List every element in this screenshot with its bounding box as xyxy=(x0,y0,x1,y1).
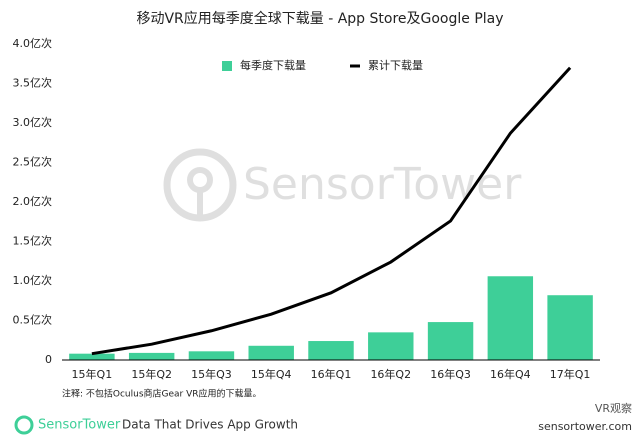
footer-tagline: Data That Drives App Growth xyxy=(122,418,298,432)
x-tick-label: 15年Q1 xyxy=(72,367,113,381)
line xyxy=(91,66,572,356)
y-tick-label: 2.0亿次 xyxy=(13,194,53,208)
x-tick-label: 15年Q3 xyxy=(191,367,232,381)
y-tick-label: 4.0亿次 xyxy=(13,36,53,50)
bar xyxy=(188,351,235,360)
footer-logo xyxy=(14,415,34,435)
x-tick-label: 16年Q1 xyxy=(311,367,352,381)
y-tick-label: 1.0亿次 xyxy=(13,273,53,287)
bar xyxy=(69,353,115,360)
legend-label: 累计下载量 xyxy=(368,59,423,72)
watermark-logo xyxy=(163,148,237,222)
footer-brand: SensorTower xyxy=(38,418,121,433)
y-tick-label: 0.5亿次 xyxy=(13,313,53,327)
footer-badge: VR观察 xyxy=(595,401,632,415)
bar xyxy=(128,352,175,360)
bar xyxy=(368,332,414,360)
footer-site: sensortower.com xyxy=(538,420,632,433)
x-tick-label: 15年Q2 xyxy=(131,367,172,381)
x-tick-label: 16年Q4 xyxy=(490,367,531,381)
bar xyxy=(547,295,593,360)
bar xyxy=(487,276,534,360)
y-tick-label: 3.5亿次 xyxy=(13,76,53,90)
footnote: 注释: 不包括Oculus商店Gear VR应用的下载量。 xyxy=(62,388,262,400)
y-tick-label: 0 xyxy=(45,353,52,366)
x-tick-label: 16年Q2 xyxy=(370,367,411,381)
legend-swatch xyxy=(222,61,232,71)
x-tick-label: 16年Q3 xyxy=(430,367,471,381)
y-tick-label: 2.5亿次 xyxy=(13,155,53,169)
bar xyxy=(427,322,474,360)
bar xyxy=(308,341,354,360)
x-tick-label: 17年Q1 xyxy=(550,367,591,381)
x-tick-label: 15年Q4 xyxy=(251,367,292,381)
y-tick-label: 1.5亿次 xyxy=(13,234,53,248)
chart-title: 移动VR应用每季度全球下载量 - App Store及Google Play xyxy=(136,10,503,27)
footer xyxy=(0,408,640,440)
watermark-logo xyxy=(187,167,213,193)
y-tick-label: 3.0亿次 xyxy=(13,115,53,129)
legend-label: 每季度下载量 xyxy=(240,58,306,72)
watermark-text: SensorTower xyxy=(243,159,522,210)
bar xyxy=(248,345,294,360)
